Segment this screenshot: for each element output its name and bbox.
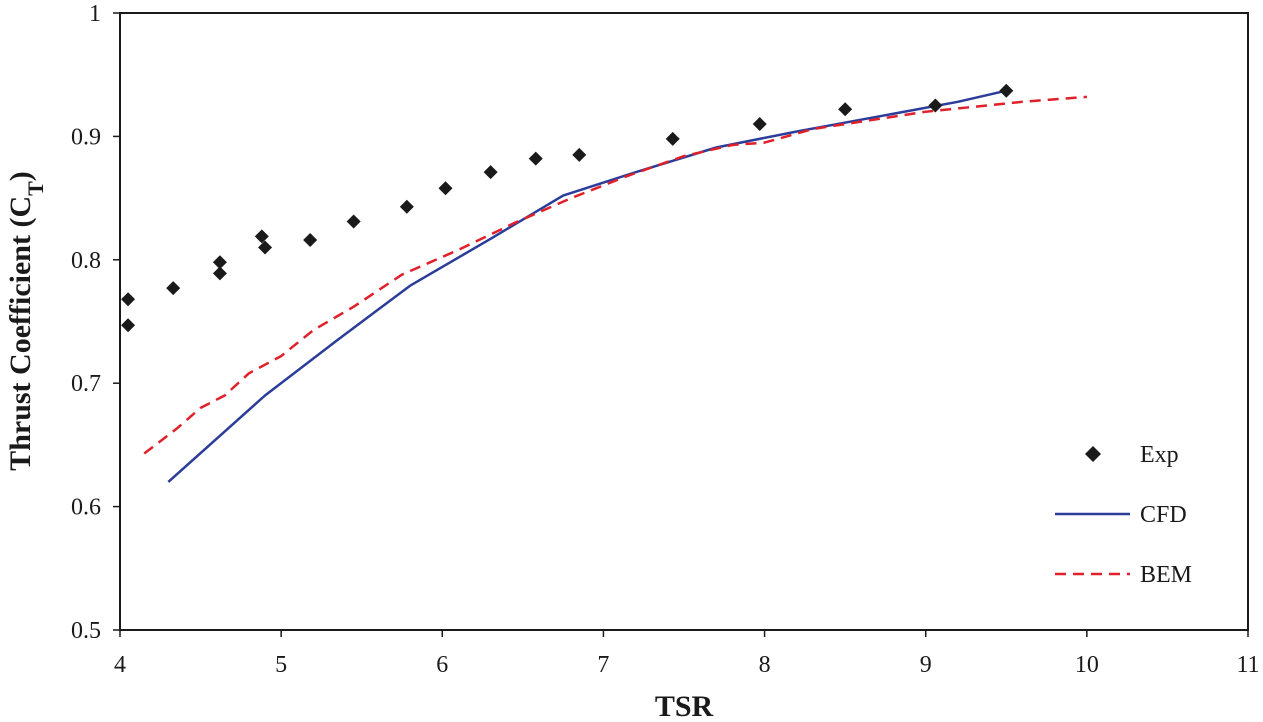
exp-data-point bbox=[752, 117, 767, 132]
x-axis: 4 5 6 7 8 9 10 11 bbox=[114, 630, 1260, 678]
exp-data-point bbox=[121, 292, 136, 307]
exp-data-point bbox=[438, 181, 453, 196]
exp-data-point bbox=[999, 83, 1014, 98]
exp-data-point bbox=[258, 240, 273, 255]
legend-bem-label: BEM bbox=[1140, 562, 1192, 588]
exp-data-point bbox=[483, 165, 498, 180]
exp-data-point bbox=[254, 229, 269, 244]
exp-data-point bbox=[838, 102, 853, 117]
exp-data-point bbox=[212, 255, 227, 270]
y-tick-label: 0.7 bbox=[71, 371, 101, 397]
exp-data-point bbox=[121, 318, 136, 333]
exp-data-point bbox=[528, 151, 543, 166]
legend-exp-marker bbox=[1085, 446, 1101, 462]
y-tick-label: 0.8 bbox=[71, 248, 101, 274]
exp-data-point bbox=[399, 199, 414, 214]
exp-data-point bbox=[572, 147, 587, 162]
y-axis-title-main: Thrust Coefficient (C bbox=[4, 196, 37, 471]
bem-series-line bbox=[143, 95, 1087, 455]
y-axis-title-subscript: T bbox=[23, 181, 48, 196]
plot-frame bbox=[119, 12, 1249, 631]
exp-data-point bbox=[303, 233, 318, 248]
x-tick-label: 9 bbox=[920, 652, 932, 678]
y-axis: 0.5 0.6 0.7 0.8 0.9 1 bbox=[71, 1, 120, 644]
x-tick-label: 5 bbox=[275, 652, 287, 678]
x-axis-title: TSR bbox=[655, 690, 714, 722]
y-axis-title-close: ) bbox=[4, 171, 37, 181]
exp-data-point bbox=[665, 131, 680, 146]
exp-data-point bbox=[166, 281, 181, 296]
x-tick-label: 7 bbox=[597, 652, 609, 678]
exp-data-point bbox=[346, 214, 361, 229]
y-tick-label: 0.6 bbox=[71, 495, 101, 521]
y-tick-label: 1 bbox=[89, 1, 101, 27]
x-tick-label: 11 bbox=[1236, 652, 1259, 678]
legend-cfd-label: CFD bbox=[1140, 502, 1187, 528]
cfd-series-line bbox=[167, 89, 1007, 483]
y-tick-label: 0.5 bbox=[71, 618, 101, 644]
x-tick-label: 10 bbox=[1075, 652, 1099, 678]
series-layer bbox=[121, 83, 1087, 483]
legend: Exp CFD BEM bbox=[1055, 442, 1192, 588]
y-axis-title: Thrust Coefficient (CT) bbox=[4, 171, 48, 471]
exp-data-point bbox=[212, 266, 227, 281]
legend-exp-label: Exp bbox=[1140, 442, 1179, 468]
exp-data-point bbox=[928, 98, 943, 113]
x-tick-label: 6 bbox=[436, 652, 448, 678]
x-tick-label: 8 bbox=[759, 652, 771, 678]
x-tick-label: 4 bbox=[114, 652, 126, 678]
y-tick-label: 0.9 bbox=[71, 124, 101, 150]
plot-area: 4 5 6 7 8 9 10 11 0.5 0.6 0.7 0.8 0.9 1 bbox=[71, 1, 1260, 678]
